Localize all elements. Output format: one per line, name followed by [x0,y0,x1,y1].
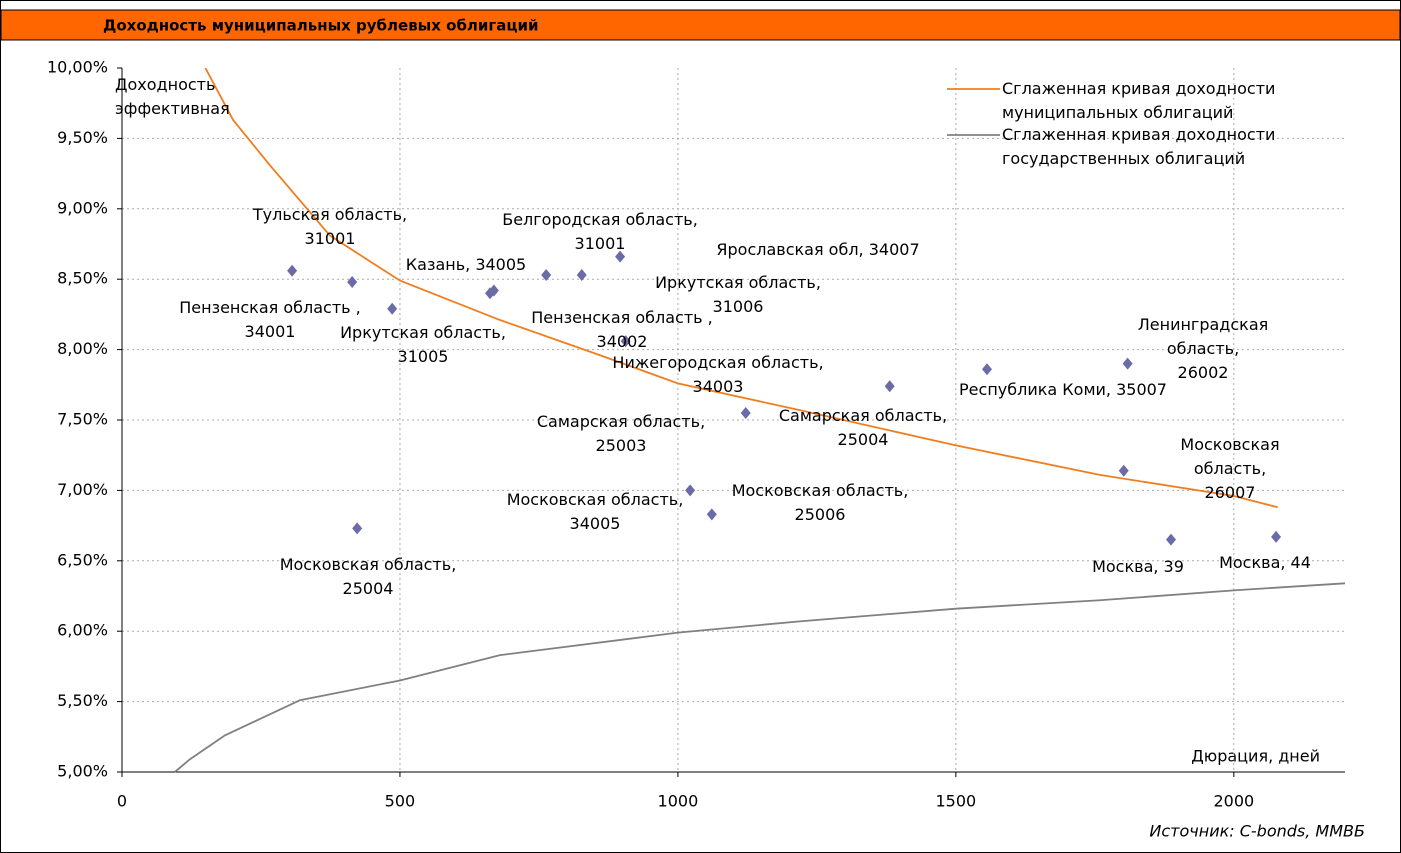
point [1122,357,1133,370]
legend-label: Сглаженная кривая доходности государстве… [1002,125,1276,168]
y-tick-label: 8,00% [57,339,108,358]
series-line [174,582,1346,773]
point [1118,464,1129,477]
x-axis-label: Дюрация, дней [1191,747,1320,766]
point-label: Пензенская область , 34002 [531,308,713,351]
y-axis-label: Доходность эффективная [115,75,230,118]
point-label: Ленинградская область, 26002 [1137,315,1269,382]
point [685,484,696,497]
point-label: Иркутская область, 31006 [655,273,821,316]
y-tick-label: 7,00% [57,480,108,499]
point-label: Нижегородская область, 34003 [612,353,824,396]
title-bar [0,9,1401,41]
y-tick-label: 5,00% [57,762,108,781]
y-tick-label: 8,50% [57,269,108,288]
point-label: Самарская область, 25003 [536,412,706,455]
x-tick-label: 1000 [658,792,699,811]
point [615,250,626,263]
point-label: Пензенская область , 34001 [179,298,361,341]
source: Источник: C-bonds, ММВБ [1149,822,1365,841]
point [1271,530,1282,543]
point-label: Московская область, 34005 [506,490,684,533]
y-tick-label: 6,00% [57,621,108,640]
x-tick-label: 0 [117,792,127,811]
point-label: Москва, 44 [1219,553,1311,572]
point-label: Иркутская область, 31005 [340,323,506,366]
point-label: Московская область, 26007 [1180,435,1280,502]
point-label: Московская область, 25004 [279,555,457,598]
point-label: Москва, 39 [1092,557,1184,576]
point [740,406,751,419]
point [347,276,358,289]
point [981,363,992,376]
y-tick-label: 10,00% [47,58,108,77]
point [387,302,398,315]
point-label: Республика Коми, 35007 [959,380,1167,399]
point [287,264,298,277]
point-label: Тульская область, 31001 [252,205,408,248]
point [620,335,631,348]
point-label: Московская область, 25006 [731,481,909,524]
point [541,268,552,281]
y-tick-label: 6,50% [57,550,108,569]
point [884,380,895,393]
x-tick-label: 500 [385,792,416,811]
legend-label: Сглаженная кривая доходности муниципальн… [1002,79,1276,122]
point-label: Ярославская обл, 34007 [716,240,920,259]
y-tick-label: 9,00% [57,198,108,217]
point-label: Белгородская область, 31001 [502,210,698,253]
series-line [204,67,1278,509]
y-tick-label: 5,50% [57,691,108,710]
y-tick-label: 9,50% [57,128,108,147]
chart-title: Доходность муниципальных рублевых облига… [103,17,539,35]
point [352,522,363,535]
y-tick-label: 7,50% [57,410,108,429]
x-tick-label: 2000 [1213,792,1254,811]
point [1166,533,1177,546]
x-tick-label: 1500 [936,792,977,811]
point [488,284,499,297]
point [576,268,587,281]
point-label: Казань, 34005 [405,255,527,274]
point-label: Самарская область, 25004 [778,406,948,449]
point [706,508,717,521]
